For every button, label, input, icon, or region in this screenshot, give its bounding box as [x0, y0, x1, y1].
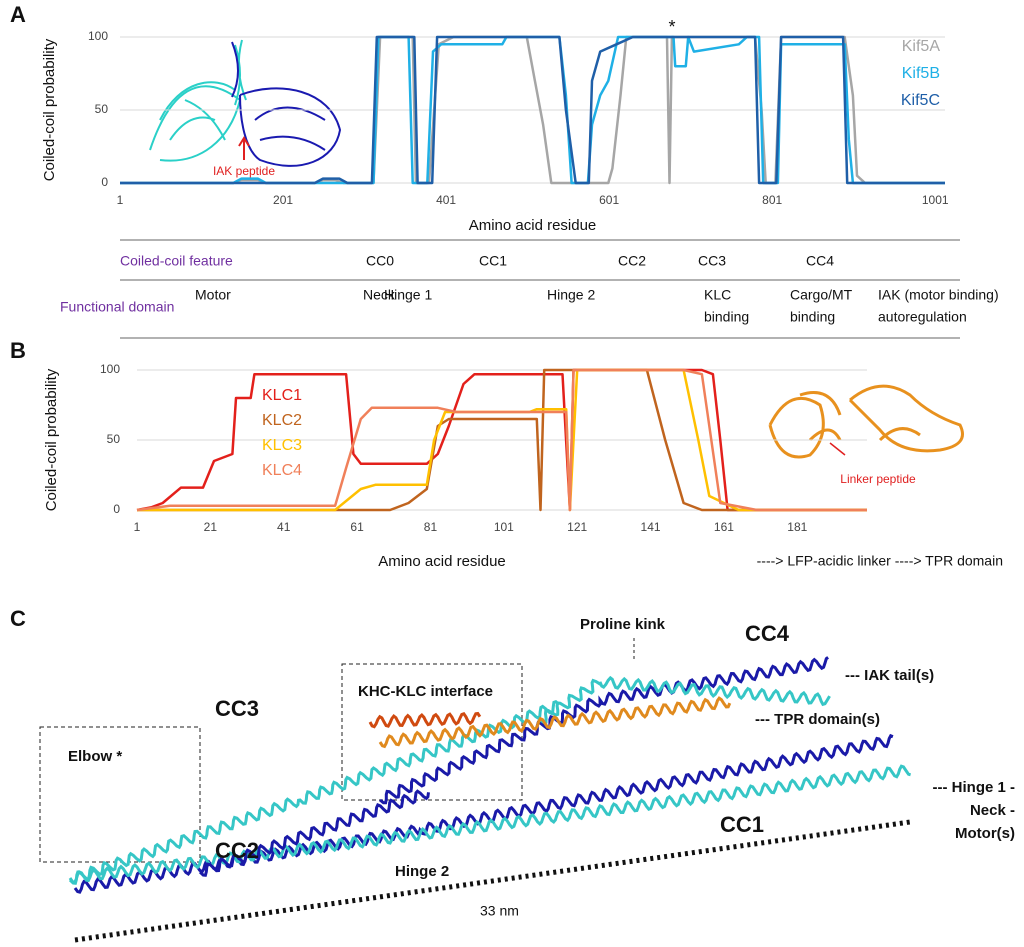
label: --- Hinge 1 - [933, 779, 1016, 796]
row-title: Coiled-coil feature [120, 253, 233, 269]
x-tick-label: 121 [567, 520, 587, 534]
label: --- IAK tail(s) [845, 667, 934, 684]
panel-label: B [10, 338, 26, 363]
legend-entry: KLC3 [262, 437, 302, 454]
x-tick-label: 401 [436, 193, 456, 207]
feature-cell: CC0 [366, 253, 394, 269]
label: Hinge 2 [395, 863, 449, 880]
x-tick-label: 21 [204, 520, 218, 534]
feature-cell: CC4 [806, 253, 834, 269]
label: Neck - [970, 802, 1015, 819]
domain-cell: Hinge 1 [384, 287, 432, 303]
panel-label: A [10, 2, 26, 27]
legend-entry: Kif5C [901, 92, 940, 109]
series-line [137, 368, 867, 512]
x-axis-title: Amino acid residue [378, 553, 506, 570]
helix [68, 764, 912, 885]
helix [539, 675, 831, 724]
label: CC2 [215, 838, 259, 863]
label: 33 nm [480, 903, 519, 919]
domain-cell: binding [790, 309, 835, 325]
series-line [136, 368, 867, 512]
legend-entry: Kif5A [902, 38, 941, 55]
helix [378, 696, 732, 749]
helix-layer [68, 656, 912, 894]
y-tick-label: 50 [107, 432, 121, 446]
orange-helices [768, 391, 842, 459]
y-axis-title: Coiled-coil probability [41, 38, 58, 181]
annotation: ----> LFP-acidic linker ----> TPR domain [757, 553, 1003, 569]
label: CC3 [215, 696, 259, 721]
domain-cell: IAK (motor binding) [878, 287, 999, 303]
y-tick-label: 0 [101, 175, 108, 189]
legend-entry: KLC1 [262, 387, 302, 404]
label: CC1 [720, 812, 764, 837]
domain-cell: autoregulation [878, 309, 967, 325]
cyan-domain [149, 85, 242, 162]
helix [379, 656, 829, 805]
x-tick-label: 801 [762, 193, 782, 207]
domain-cell: Neck [363, 287, 396, 303]
y-tick-label: 50 [95, 102, 109, 116]
annotation: * [668, 17, 675, 37]
background-layer [39, 39, 964, 943]
orange-helices [848, 384, 964, 453]
x-tick-label: 101 [494, 520, 514, 534]
legend-entry: KLC2 [262, 412, 302, 429]
cyan-domain [159, 81, 236, 141]
x-tick-label: 81 [424, 520, 438, 534]
legend-entry: Kif5B [902, 65, 940, 82]
x-tick-label: 141 [641, 520, 661, 534]
feature-cell: CC2 [618, 253, 646, 269]
series-line [120, 35, 945, 185]
domain-cell: Motor [195, 287, 231, 303]
x-tick-label: 1 [134, 520, 141, 534]
y-tick-label: 100 [100, 362, 120, 376]
x-tick-label: 1 [117, 193, 124, 207]
x-axis-title: Amino acid residue [469, 217, 597, 234]
scale-bar [74, 819, 911, 943]
feature-cell: CC1 [479, 253, 507, 269]
cyan-helix [234, 39, 247, 106]
helix [68, 699, 560, 885]
inset-label: IAK peptide [213, 164, 275, 178]
y-axis-title: Coiled-coil probability [43, 368, 60, 511]
klc-structure [768, 384, 964, 459]
arrow [829, 442, 846, 456]
x-tick-label: 1001 [922, 193, 949, 207]
panel-label: C [10, 606, 26, 631]
feature-cell: CC3 [698, 253, 726, 269]
domain-cell: binding [704, 309, 749, 325]
label: --- TPR domain(s) [755, 711, 880, 728]
legend-entry: KLC4 [262, 462, 302, 479]
elbow-box [39, 726, 201, 863]
x-tick-label: 41 [277, 520, 291, 534]
x-tick-label: 181 [787, 520, 807, 534]
inset-label: Linker peptide [840, 472, 916, 486]
x-tick-label: 201 [273, 193, 293, 207]
helix [198, 789, 430, 877]
x-tick-label: 61 [350, 520, 364, 534]
y-tick-label: 100 [88, 29, 108, 43]
y-tick-label: 0 [113, 502, 120, 516]
label: Elbow * [68, 748, 122, 765]
label: KHC-KLC interface [358, 683, 493, 700]
x-tick-label: 601 [599, 193, 619, 207]
kinesin-structure [149, 39, 342, 167]
label: Proline kink [580, 616, 666, 633]
label: CC4 [745, 621, 790, 646]
domain-cell: Hinge 2 [547, 287, 595, 303]
label: Motor(s) [955, 825, 1015, 842]
blue-domain [231, 41, 326, 151]
row-title: Functional domain [60, 299, 174, 315]
domain-cell: Cargo/MT [790, 287, 853, 303]
blue-domain [239, 87, 342, 167]
series-line [137, 368, 867, 512]
arrow-head [238, 136, 250, 147]
x-tick-label: 161 [714, 520, 734, 534]
helix [368, 711, 482, 729]
domain-cell: KLC [704, 287, 731, 303]
